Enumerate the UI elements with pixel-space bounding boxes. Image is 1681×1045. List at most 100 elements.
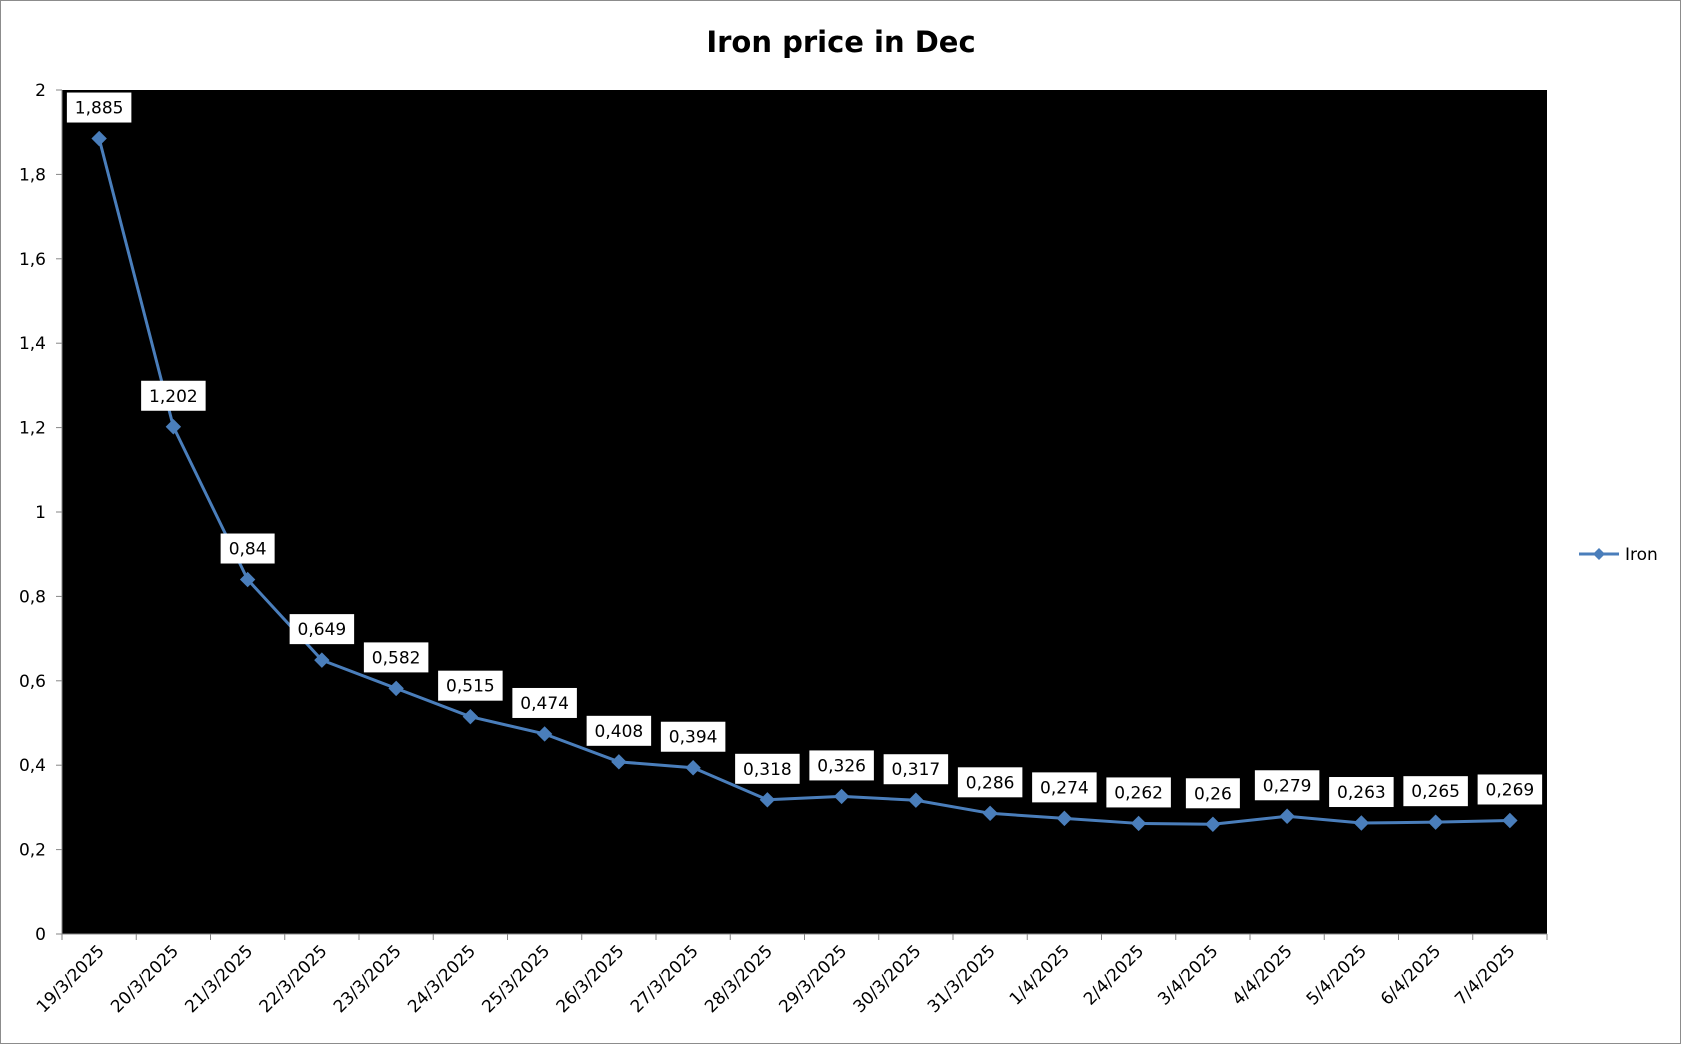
data-label: 0,318 [743,760,792,780]
data-label-box [66,92,132,123]
data-point-marker [1056,810,1073,827]
data-point-marker [982,805,998,822]
y-tick-label: 1,6 [19,250,46,270]
y-tick-label: 1 [35,503,46,523]
data-label-box [1329,777,1394,808]
x-tick-label: 4/4/2025 [1229,941,1297,1009]
y-tick-label: 1,2 [19,419,46,439]
data-label-box [363,642,429,673]
data-label-box [438,670,503,701]
y-tick-label: 0,8 [19,587,46,607]
data-label: 0,26 [1194,784,1232,804]
data-point-marker [759,792,776,808]
y-axis: 0 0,2 0,4 0,6 0,8 1 1,2 1,4 1,6 1,8 2 [19,81,63,945]
data-label: 1,885 [75,99,124,119]
data-point-marker [1279,808,1295,824]
data-label: 0,263 [1337,783,1386,803]
data-label-box [957,767,1023,798]
data-label-box [220,533,275,564]
x-axis: 19/3/202520/3/202521/3/202522/3/202523/3… [33,933,1548,1017]
data-label: 0,515 [446,677,495,697]
y-tick-label: 2 [35,81,46,101]
data-label: 0,262 [1114,783,1163,803]
data-label-box [1185,778,1240,809]
y-tick-label: 0,6 [19,672,46,692]
series-line-iron [97,138,1510,826]
data-point-marker [1130,815,1147,832]
data-label-box [883,754,949,785]
x-tick-label: 21/3/2025 [181,941,257,1017]
data-label: 0,279 [1263,776,1312,796]
x-tick-label: 29/3/2025 [775,941,851,1017]
data-labels: 1,885 1,202 0,84 0,649 0,582 0,515 0,474 0,408 0… [66,92,1543,809]
x-tick-label: 26/3/2025 [553,941,629,1017]
x-tick-label: 22/3/2025 [256,941,332,1017]
data-label: 0,274 [1040,778,1089,798]
data-label: 0,408 [595,722,644,742]
x-tick-label: 24/3/2025 [404,941,480,1017]
data-label-box [1403,776,1468,807]
data-point-marker [685,760,701,776]
data-label-box [141,380,206,411]
x-tick-label: 20/3/2025 [107,941,183,1017]
data-label: 0,265 [1411,782,1460,802]
x-tick-label: 31/3/2025 [924,941,1000,1017]
data-label: 0,269 [1486,780,1535,800]
data-label-box [1106,777,1171,808]
data-point-marker [314,652,330,668]
x-tick-label: 19/3/2025 [33,941,109,1017]
x-tick-label: 27/3/2025 [627,941,703,1017]
data-label-box [809,750,874,781]
x-tick-label: 23/3/2025 [330,941,406,1017]
y-tick-label: 1,8 [19,165,46,185]
data-label: 0,649 [298,620,347,640]
plot-area [62,90,1547,934]
data-point-marker [239,571,256,588]
data-label: 0,286 [966,773,1015,793]
data-label-box [1032,772,1097,803]
legend-marker-swatch [1593,548,1605,560]
data-label-box [1477,774,1543,805]
x-tick-label: 30/3/2025 [850,941,926,1017]
data-point-marker [165,419,182,435]
data-point-marker [1427,814,1444,830]
data-label: 0,84 [229,540,267,560]
x-tick-label: 6/4/2025 [1377,941,1445,1009]
data-point-marker [1353,815,1370,831]
data-point-marker [462,708,479,725]
x-tick-label: 5/4/2025 [1303,941,1371,1009]
x-tick-label: 1/4/2025 [1006,941,1074,1009]
data-label-box [586,715,652,746]
x-tick-label: 28/3/2025 [701,941,777,1017]
data-point-marker [611,754,627,770]
chart-title: Iron price in Dec [706,25,975,59]
data-point-marker [1502,812,1518,829]
y-tick-label: 1,4 [19,334,46,354]
data-label: 0,394 [669,728,718,748]
legend-label-iron: Iron [1625,545,1658,565]
data-point-marker [388,680,404,697]
x-tick-label: 3/4/2025 [1154,941,1222,1009]
legend: Iron [1579,545,1658,565]
data-label: 0,317 [892,760,941,780]
data-point-marker [908,792,924,808]
data-label: 0,326 [817,756,866,776]
data-label: 1,202 [149,387,198,407]
data-label: 0,582 [372,648,421,668]
y-tick-label: 0,2 [19,841,46,861]
x-tick-label: 2/4/2025 [1080,941,1148,1009]
data-point-marker [536,726,553,742]
x-tick-label: 7/4/2025 [1451,941,1519,1009]
series-iron [91,130,1518,832]
y-tick-label: 0,4 [19,756,46,776]
data-label-box [289,614,355,645]
data-label-box [512,687,577,718]
data-label-box [735,753,800,784]
data-point-marker [833,788,850,805]
data-point-marker [1205,816,1221,832]
data-label-box [660,721,726,752]
y-tick-label: 0 [35,925,46,945]
data-label-box [1254,770,1320,801]
